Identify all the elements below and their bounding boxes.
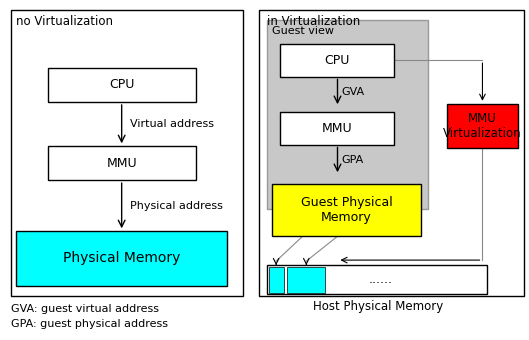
FancyBboxPatch shape: [267, 20, 428, 209]
Text: MMU
Virtualization: MMU Virtualization: [443, 112, 522, 140]
Text: GPA: GPA: [341, 155, 363, 165]
Text: Physical Memory: Physical Memory: [63, 251, 180, 266]
FancyBboxPatch shape: [280, 44, 394, 76]
FancyBboxPatch shape: [272, 184, 421, 236]
Text: MMU: MMU: [322, 122, 352, 135]
Text: CPU: CPU: [325, 54, 350, 67]
FancyBboxPatch shape: [269, 267, 284, 293]
Text: no Virtualization: no Virtualization: [16, 15, 113, 28]
Text: ......: ......: [369, 273, 393, 286]
Text: Guest view: Guest view: [272, 26, 334, 35]
Text: Physical address: Physical address: [130, 201, 223, 211]
FancyBboxPatch shape: [11, 10, 243, 296]
FancyBboxPatch shape: [259, 10, 524, 296]
FancyBboxPatch shape: [16, 231, 227, 286]
Text: MMU: MMU: [106, 157, 137, 170]
FancyBboxPatch shape: [48, 68, 196, 102]
FancyBboxPatch shape: [280, 112, 394, 144]
Text: GVA: GVA: [341, 87, 364, 97]
Text: Virtual address: Virtual address: [130, 119, 214, 129]
Text: Guest Physical
Memory: Guest Physical Memory: [300, 196, 393, 224]
Text: CPU: CPU: [109, 79, 134, 91]
FancyBboxPatch shape: [48, 146, 196, 180]
FancyBboxPatch shape: [267, 265, 487, 294]
FancyBboxPatch shape: [287, 267, 325, 293]
Text: GVA: guest virtual address
GPA: guest physical address: GVA: guest virtual address GPA: guest ph…: [11, 304, 168, 329]
Text: in Virtualization: in Virtualization: [267, 15, 360, 28]
FancyBboxPatch shape: [447, 104, 518, 148]
Text: Host Physical Memory: Host Physical Memory: [313, 300, 443, 313]
